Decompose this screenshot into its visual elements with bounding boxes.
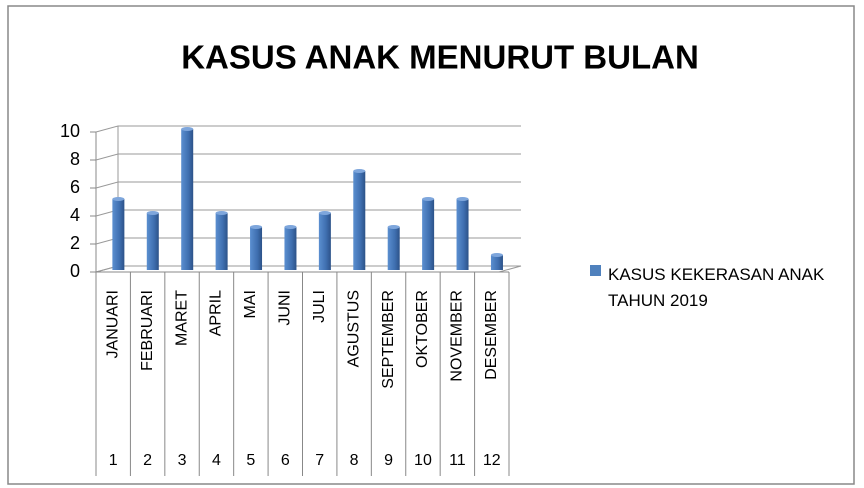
y-tick-label: 0 [70, 261, 80, 281]
x-tick-label: SEPTEMBER [380, 290, 397, 389]
x-tick-label: APRIL [208, 290, 225, 336]
legend-swatch [590, 265, 601, 276]
bar-top [456, 197, 469, 201]
bar-top [490, 253, 503, 257]
x-tick-label: NOVEMBER [449, 290, 466, 382]
bar-top [422, 197, 435, 201]
bar-top [387, 225, 400, 229]
bar [284, 227, 297, 270]
bar-top [284, 225, 297, 229]
bar [387, 227, 400, 270]
x-tick-label: OKTOBER [414, 290, 431, 368]
bar [456, 199, 469, 270]
grid-line [95, 181, 521, 189]
bar [146, 213, 159, 270]
x-group-label: 1 [109, 452, 118, 469]
x-tick-label: FEBRUARI [139, 290, 156, 371]
x-group-label: 6 [281, 452, 290, 469]
x-group-label: 2 [143, 452, 152, 469]
bar [422, 199, 435, 270]
bar [215, 213, 228, 270]
bar [353, 171, 366, 270]
y-tick-label: 6 [70, 177, 80, 197]
grid-line [95, 125, 521, 133]
y-tick-label: 4 [70, 205, 80, 225]
x-tick-label: JANUARI [104, 290, 121, 358]
y-tick-label: 10 [60, 121, 80, 141]
bar-top [146, 211, 159, 215]
bar [318, 213, 331, 270]
x-tick-label: AGUSTUS [345, 290, 362, 367]
grid-line [95, 153, 521, 161]
x-group-label: 4 [212, 452, 221, 469]
x-group-label: 3 [178, 452, 187, 469]
bar [490, 255, 503, 270]
x-group-label: 11 [449, 452, 466, 469]
bar [112, 199, 125, 270]
x-group-label: 7 [315, 452, 324, 469]
legend-label: KASUS KEKERASAN ANAK TAHUN 2019 [608, 265, 825, 310]
x-group-label: 10 [414, 452, 432, 469]
bar-top [353, 169, 366, 173]
x-group-label: 9 [384, 452, 393, 469]
bar [181, 129, 194, 270]
x-tick-label: DESEMBER [483, 290, 500, 380]
x-tick-label: MARET [173, 290, 190, 346]
chart-title: KASUS ANAK MENURUT BULAN [181, 39, 699, 76]
bar-top [112, 197, 125, 201]
bar [250, 227, 263, 270]
y-tick-label: 2 [70, 233, 80, 253]
x-group-label: 5 [246, 452, 255, 469]
bar-top [215, 211, 228, 215]
x-group-label: 12 [483, 452, 501, 469]
bar-top [318, 211, 331, 215]
x-group-label: 8 [350, 452, 359, 469]
x-tick-label: MAI [242, 290, 259, 318]
x-tick-label: JUNI [277, 290, 294, 326]
bar-top [181, 127, 194, 131]
y-tick-label: 8 [70, 149, 80, 169]
bar-top [250, 225, 263, 229]
x-tick-label: JULI [311, 290, 328, 323]
